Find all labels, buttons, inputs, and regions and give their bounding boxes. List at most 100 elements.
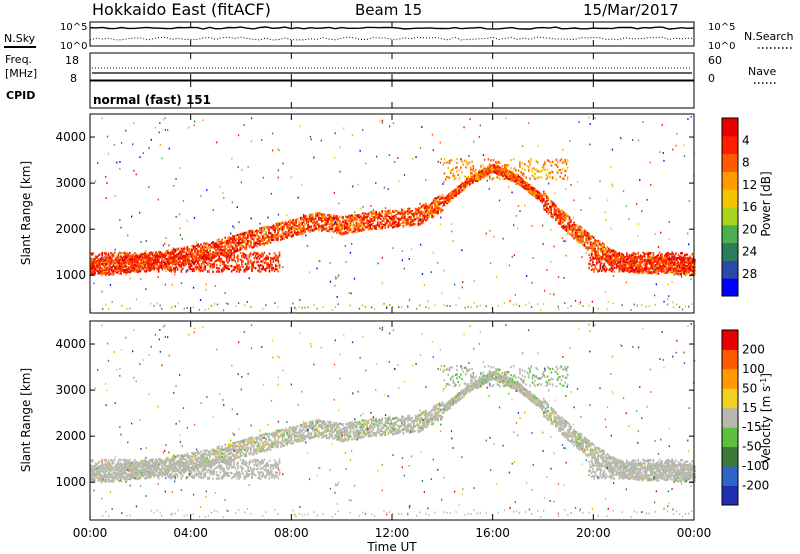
power-cell	[221, 245, 223, 248]
power-cell	[194, 250, 196, 253]
power-cell	[160, 254, 163, 257]
power-cell	[529, 184, 531, 187]
power-cell	[389, 223, 391, 226]
power-cell	[520, 178, 522, 181]
power-cell	[598, 240, 601, 243]
power-cell	[540, 199, 542, 202]
power-cell	[429, 207, 432, 210]
power-cell	[98, 270, 101, 273]
power-cell	[426, 218, 429, 221]
power-cell	[586, 238, 589, 241]
power-cell	[552, 205, 554, 208]
power-cell	[145, 267, 148, 270]
power-cell	[235, 249, 237, 252]
power-cell	[576, 229, 578, 232]
power-cell	[453, 191, 456, 194]
power-cell	[241, 255, 243, 258]
power-cell	[296, 218, 299, 221]
power-cell	[310, 213, 313, 216]
power-cell	[464, 183, 467, 186]
power-cell	[372, 221, 374, 225]
power-cell	[96, 265, 98, 268]
power-cell	[530, 192, 533, 195]
power-cell	[382, 220, 385, 223]
power-cell	[665, 262, 667, 265]
power-cell	[244, 246, 246, 249]
power-cell	[293, 222, 296, 225]
power-cell	[198, 263, 200, 266]
power-cell	[145, 270, 147, 273]
power-cell	[435, 200, 438, 203]
power-cell	[456, 190, 459, 193]
power-cell	[251, 234, 254, 237]
power-cell	[515, 178, 518, 181]
power-cell	[579, 241, 581, 244]
power-cell	[379, 221, 382, 224]
power-cell	[469, 178, 471, 181]
power-cell	[379, 227, 382, 230]
power-cell	[379, 222, 382, 225]
power-cell	[200, 263, 203, 266]
power-cell	[227, 267, 229, 270]
power-cell	[139, 256, 141, 259]
power-cell	[135, 269, 137, 272]
power-cell	[321, 215, 323, 218]
power-cell	[127, 258, 130, 261]
power-cell	[134, 255, 136, 258]
power-cell	[366, 221, 368, 225]
power-cell	[669, 264, 672, 267]
power-cell	[408, 224, 411, 227]
power-cell	[145, 254, 148, 257]
power-cell	[212, 270, 214, 273]
power-cell	[586, 248, 589, 251]
power-cell	[313, 224, 316, 227]
power-cell	[423, 205, 426, 208]
power-cell	[136, 266, 139, 269]
power-cell	[367, 212, 370, 215]
power-cell	[257, 230, 260, 233]
power-cell	[234, 266, 237, 269]
power-cell	[434, 199, 436, 202]
power-cell	[188, 252, 190, 255]
power-cell	[146, 265, 149, 268]
power-cell	[527, 188, 530, 191]
power-cell	[152, 255, 155, 258]
power-cell	[144, 265, 146, 268]
power-cell	[515, 179, 518, 182]
power-cell	[253, 242, 255, 245]
power-cell	[121, 262, 124, 265]
power-cell	[258, 267, 261, 270]
power-cell	[354, 230, 356, 233]
power-cell	[142, 255, 145, 258]
power-cell	[579, 236, 581, 239]
power-cell	[396, 222, 399, 225]
power-cell	[169, 255, 171, 258]
power-cell	[230, 254, 233, 257]
power-cell	[158, 250, 160, 253]
power-cell	[237, 257, 239, 260]
power-cell	[342, 233, 344, 236]
power-cell	[170, 253, 173, 256]
power-cell	[407, 221, 409, 224]
power-cell	[487, 173, 489, 176]
power-cell	[218, 251, 220, 254]
power-cell	[402, 217, 405, 220]
power-cell	[108, 269, 111, 272]
power-cell	[210, 242, 213, 245]
power-cell	[292, 220, 294, 224]
power-cell	[252, 253, 254, 256]
power-cell	[636, 264, 639, 267]
power-cell	[540, 198, 542, 201]
power-cell	[204, 261, 207, 264]
power-cell	[130, 259, 132, 262]
power-cell	[555, 209, 557, 212]
power-cell	[145, 260, 147, 263]
power-cell	[194, 257, 196, 260]
power-cell	[419, 212, 421, 216]
power-cell	[533, 189, 536, 192]
power-cell	[550, 208, 553, 212]
power-cell	[131, 264, 134, 267]
power-cell	[266, 241, 269, 244]
power-cell	[354, 224, 356, 227]
power-cell	[558, 215, 560, 218]
